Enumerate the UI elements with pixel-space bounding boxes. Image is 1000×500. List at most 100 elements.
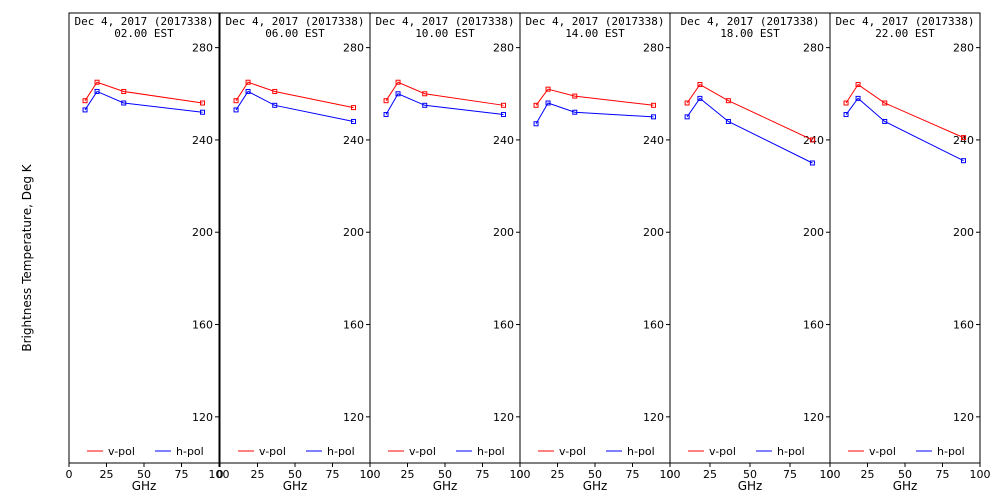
- h-pol-point: [545, 100, 551, 106]
- v-pol-point: [843, 100, 849, 106]
- panel-time: 22.00 EST: [875, 27, 935, 40]
- h-pol-line: [385, 93, 504, 116]
- x-tick-label: 25: [861, 468, 875, 481]
- h-pol-point: [395, 91, 401, 97]
- h-pol-point: [383, 112, 389, 118]
- v-pol-point: [855, 82, 861, 88]
- y-tick-label: 240: [192, 134, 213, 147]
- v-pol-line: [235, 81, 354, 109]
- panel-time: 02.00 EST: [114, 27, 174, 40]
- x-tick-label: 50: [288, 468, 302, 481]
- panel-date: Dec 4, 2017 (2017338): [375, 15, 514, 28]
- legend-label-v-pol: v-pol: [409, 445, 436, 458]
- x-tick-label: 0: [367, 468, 374, 481]
- y-tick-label: 120: [343, 411, 364, 424]
- x-tick-label: 50: [137, 468, 151, 481]
- y-tick-label: 240: [643, 134, 664, 147]
- v-pol-point: [94, 79, 100, 85]
- panel-1: Dec 4, 2017 (2017338)02.00 EST 120 160 200 2…: [66, 12, 230, 493]
- y-tick-label: 160: [803, 319, 824, 332]
- v-pol-line: [535, 88, 654, 106]
- y-tick-label: 240: [953, 134, 974, 147]
- v-pol-point: [395, 79, 401, 85]
- y-tick-label: 200: [493, 226, 514, 239]
- x-tick-label: 50: [898, 468, 912, 481]
- h-pol-line: [686, 97, 813, 164]
- v-pol-point: [961, 135, 966, 141]
- panel-3: Dec 4, 2017 (2017338)10.00 EST 120 160 200 2…: [367, 12, 531, 493]
- v-pol-point: [383, 98, 389, 104]
- x-tick-label: 50: [438, 468, 452, 481]
- x-tick-label: 75: [476, 468, 490, 481]
- h-pol-point: [725, 118, 731, 124]
- x-tick-label: 0: [66, 468, 73, 481]
- y-tick-label: 160: [343, 319, 364, 332]
- y-tick-label: 280: [343, 42, 364, 55]
- x-tick-label: 100: [970, 468, 991, 481]
- x-axis-label: GHz: [583, 479, 608, 493]
- v-pol-point: [272, 88, 278, 94]
- panel-date: Dec 4, 2017 (2017338): [525, 15, 664, 28]
- v-pol-line: [686, 83, 813, 141]
- y-tick-label: 200: [192, 226, 213, 239]
- h-pol-line: [535, 102, 654, 125]
- panel-2: Dec 4, 2017 (2017338)06.00 EST 120 160 200 2…: [217, 12, 381, 493]
- panel-6: Dec 4, 2017 (2017338)22.00 EST 120 160 200 2…: [827, 12, 991, 493]
- v-pol-point: [882, 100, 888, 106]
- panel-date: Dec 4, 2017 (2017338): [680, 15, 819, 28]
- h-pol-point: [200, 109, 205, 115]
- legend-label-v-pol: v-pol: [259, 445, 286, 458]
- y-tick-label: 120: [643, 411, 664, 424]
- legend-label-h-pol: h-pol: [627, 445, 655, 458]
- v-pol-line: [385, 81, 504, 106]
- v-pol-line: [84, 81, 203, 104]
- legend-label-v-pol: v-pol: [709, 445, 736, 458]
- x-tick-label: 50: [588, 468, 602, 481]
- y-tick-label: 200: [643, 226, 664, 239]
- h-pol-point: [422, 102, 428, 108]
- y-tick-label: 240: [343, 134, 364, 147]
- y-tick-label: 200: [953, 226, 974, 239]
- h-pol-point: [809, 160, 815, 166]
- h-pol-point: [684, 114, 690, 120]
- v-pol-point: [245, 79, 251, 85]
- panel-time: 18.00 EST: [720, 27, 780, 40]
- h-pol-point: [697, 95, 703, 101]
- panel-date: Dec 4, 2017 (2017338): [74, 15, 213, 28]
- v-pol-point: [351, 105, 356, 111]
- x-tick-label: 0: [667, 468, 674, 481]
- x-tick-label: 100: [820, 468, 841, 481]
- x-tick-label: 75: [326, 468, 340, 481]
- panel-4: Dec 4, 2017 (2017338)14.00 EST 120 160 200 2…: [517, 12, 681, 493]
- h-pol-point: [843, 112, 849, 118]
- y-axis-label: Brightness Temperature, Deg K: [20, 163, 34, 351]
- y-tick-label: 280: [643, 42, 664, 55]
- h-pol-line: [235, 90, 354, 122]
- x-tick-label: 100: [360, 468, 381, 481]
- panel-time: 10.00 EST: [415, 27, 475, 40]
- h-pol-point: [882, 118, 888, 124]
- x-axis-label: GHz: [893, 479, 918, 493]
- h-pol-point: [233, 107, 239, 113]
- h-pol-point: [245, 88, 251, 94]
- panel-date: Dec 4, 2017 (2017338): [835, 15, 974, 28]
- x-tick-label: 100: [510, 468, 531, 481]
- x-tick-label: 75: [936, 468, 950, 481]
- v-pol-point: [233, 98, 239, 104]
- legend-label-v-pol: v-pol: [108, 445, 135, 458]
- y-tick-label: 160: [953, 319, 974, 332]
- x-axis-label: GHz: [738, 479, 763, 493]
- v-pol-point: [200, 100, 205, 106]
- y-tick-label: 160: [192, 319, 213, 332]
- x-tick-label: 75: [175, 468, 189, 481]
- x-tick-label: 25: [703, 468, 717, 481]
- x-axis-label: GHz: [433, 479, 458, 493]
- y-tick-label: 200: [803, 226, 824, 239]
- h-pol-point: [272, 102, 278, 108]
- h-pol-line: [845, 97, 964, 162]
- y-tick-label: 160: [493, 319, 514, 332]
- v-pol-point: [82, 98, 88, 104]
- h-pol-point: [533, 121, 539, 127]
- panel-time: 14.00 EST: [565, 27, 625, 40]
